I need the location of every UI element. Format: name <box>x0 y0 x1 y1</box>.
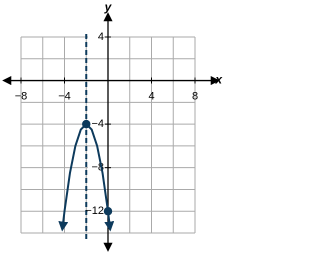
y-axis-label: y <box>104 0 113 14</box>
x-tick-label: −8 <box>15 90 28 102</box>
chart: xy−8 −4 4 84−4−8−12 <box>2 0 223 252</box>
y-tick-label: 4 <box>98 31 104 43</box>
y-tick-label: −12 <box>85 205 104 217</box>
plot: xy−8 −4 4 84−4−8−12 <box>2 0 223 252</box>
x-tick-label: 4 <box>148 90 154 102</box>
point <box>82 119 91 129</box>
y-tick-label: −4 <box>91 118 104 130</box>
point <box>103 207 113 216</box>
x-axis-label: x <box>214 73 223 87</box>
y-tick-label-bg <box>88 205 104 218</box>
y-tick-label-bg <box>88 31 104 43</box>
x-tick-label: 8 <box>192 90 198 102</box>
x-tick-label: −4 <box>58 90 71 102</box>
y-tick-label-bg <box>88 118 104 131</box>
